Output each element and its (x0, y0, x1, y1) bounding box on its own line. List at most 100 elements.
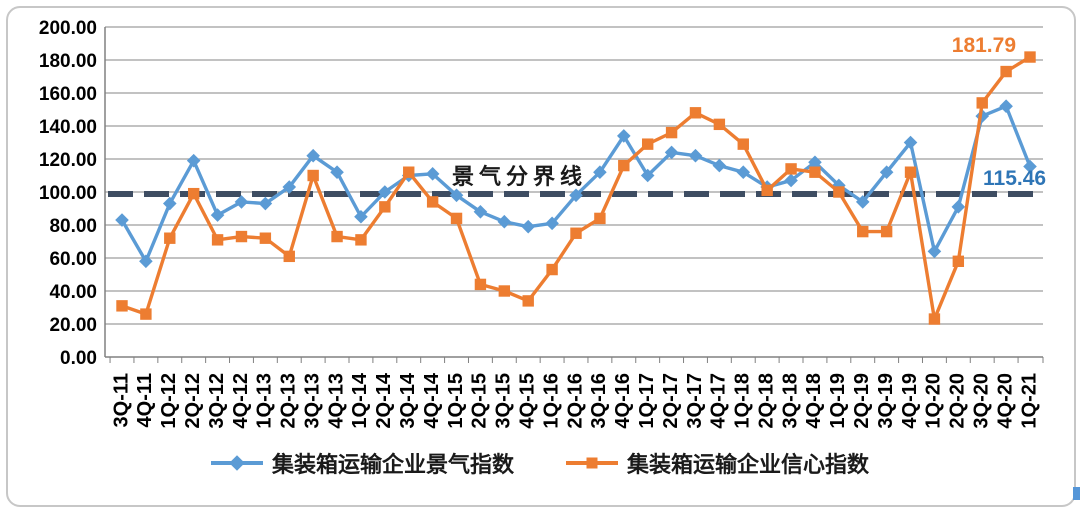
x-axis-tick-label: 3Q-20 (971, 373, 993, 429)
x-axis-tick-label: 1Q-13 (254, 373, 276, 429)
y-axis-tick-label: 140.00 (39, 117, 97, 138)
y-axis-tick-label: 20.00 (49, 315, 97, 336)
x-axis-tick-label: 3Q-14 (397, 372, 419, 428)
data-point-square (474, 278, 487, 291)
x-axis-tick-label: 1Q-12 (158, 373, 180, 429)
x-axis-tick-label: 1Q-21 (1018, 373, 1040, 429)
legend-item-prosperity: 集装箱运输企业景气指数 (210, 447, 514, 479)
data-point-square (546, 263, 558, 276)
data-point-square (426, 196, 439, 208)
data-point-square (880, 225, 893, 238)
data-point-square (809, 166, 821, 178)
x-axis-tick-label: 4Q-14 (421, 372, 443, 428)
threshold-line-label: 景气分界线 (452, 164, 588, 189)
x-axis-tick-label: 3Q-15 (493, 373, 515, 429)
y-axis-tick-label: 180.00 (39, 51, 97, 72)
x-axis-tick-label: 4Q-13 (325, 373, 347, 429)
data-point-diamond (139, 254, 153, 269)
x-axis-tick-label: 1Q-20 (923, 373, 945, 429)
y-axis-tick-label: 120.00 (39, 150, 97, 171)
x-axis-tick-label: 3Q-16 (588, 373, 610, 429)
data-point-square (952, 255, 965, 267)
x-axis-tick-label: 1Q-18 (732, 373, 754, 429)
data-point-square (259, 232, 272, 244)
data-point-square (164, 232, 176, 244)
data-point-square (140, 308, 152, 320)
data-point-square (713, 118, 726, 131)
x-axis-tick-label: 1Q-17 (636, 373, 658, 429)
diamond-marker-icon (229, 455, 245, 471)
data-point-diamond (593, 165, 607, 179)
data-point-diamond (951, 200, 966, 214)
data-point-square (594, 212, 606, 225)
selection-handle[interactable] (1073, 487, 1080, 500)
x-axis-tick-label: 3Q-19 (875, 373, 897, 429)
x-axis-tick-label: 4Q-12 (230, 373, 252, 429)
data-point-diamond (999, 99, 1013, 113)
data-point-square (689, 107, 702, 119)
x-axis-tick-label: 4Q-11 (134, 373, 156, 427)
data-point-square (570, 227, 582, 239)
data-point-square (235, 230, 248, 243)
data-point-diamond (354, 209, 368, 224)
x-axis-tick-label: 4Q-16 (612, 373, 634, 429)
x-axis-tick-label: 2Q-15 (469, 373, 491, 429)
legend-item-confidence: 集装箱运输企业信心指数 (566, 447, 869, 479)
y-axis-tick-label: 40.00 (49, 282, 97, 303)
x-axis-tick-label: 3Q-18 (779, 373, 801, 429)
data-point-diamond (784, 173, 798, 188)
data-point-square (355, 234, 367, 246)
data-point-square (283, 250, 295, 263)
data-point-square (379, 201, 391, 213)
data-point-diamond (115, 213, 129, 227)
data-point-square (928, 313, 941, 325)
data-point-square (211, 234, 224, 246)
data-point-square (618, 159, 630, 172)
data-point-square (1024, 51, 1036, 63)
y-axis-tick-label: 80.00 (49, 216, 97, 237)
x-axis-tick-label: 2Q-13 (278, 373, 300, 429)
data-point-diamond (425, 167, 440, 181)
chart-legend: 集装箱运输企业景气指数 集装箱运输企业信心指数 (0, 447, 1080, 479)
data-point-diamond (449, 188, 464, 203)
data-point-square (641, 138, 654, 150)
data-point-square (857, 225, 869, 238)
data-point-diamond (378, 185, 392, 199)
x-axis-tick-label: 4Q-17 (708, 373, 730, 429)
x-axis-tick-label: 4Q-20 (994, 373, 1016, 429)
x-axis-tick-label: 1Q-19 (827, 373, 849, 429)
data-point-square (450, 212, 463, 225)
confidence-last-value-label: 181.79 (951, 34, 1016, 57)
data-point-diamond (473, 205, 488, 219)
data-point-square (904, 166, 917, 178)
y-axis-tick-label: 160.00 (39, 84, 97, 105)
data-point-square (833, 186, 845, 198)
data-point-diamond (808, 155, 822, 170)
x-axis-tick-label: 2Q-18 (755, 373, 777, 429)
x-axis-tick-label: 3Q-11 (110, 373, 132, 427)
data-point-diamond (688, 148, 703, 163)
legend-label-prosperity: 集装箱运输企业景气指数 (271, 452, 514, 477)
chart-frame (6, 6, 1076, 507)
data-point-square (403, 166, 415, 178)
x-axis-tick-label: 2Q-14 (373, 372, 395, 428)
x-axis-tick-label: 3Q-17 (684, 373, 706, 429)
data-point-square (1000, 65, 1012, 78)
data-point-diamond (306, 148, 320, 163)
x-axis-tick-label: 1Q-15 (445, 373, 467, 429)
data-point-square (761, 184, 773, 197)
prosperity-last-value-label: 115.46 (983, 167, 1047, 190)
x-axis-tick-label: 2Q-16 (564, 373, 586, 429)
data-point-diamond (330, 165, 344, 179)
y-axis-tick-label: 60.00 (49, 249, 97, 270)
data-point-diamond (234, 195, 249, 209)
y-axis-tick-label: 0.00 (60, 348, 97, 369)
data-point-diamond (186, 153, 201, 168)
x-axis-tick-label: 4Q-19 (899, 373, 921, 429)
data-point-diamond (521, 219, 536, 234)
data-point-diamond (927, 244, 942, 259)
data-point-diamond (569, 188, 583, 203)
data-point-diamond (545, 216, 559, 231)
data-point-diamond (903, 135, 918, 150)
